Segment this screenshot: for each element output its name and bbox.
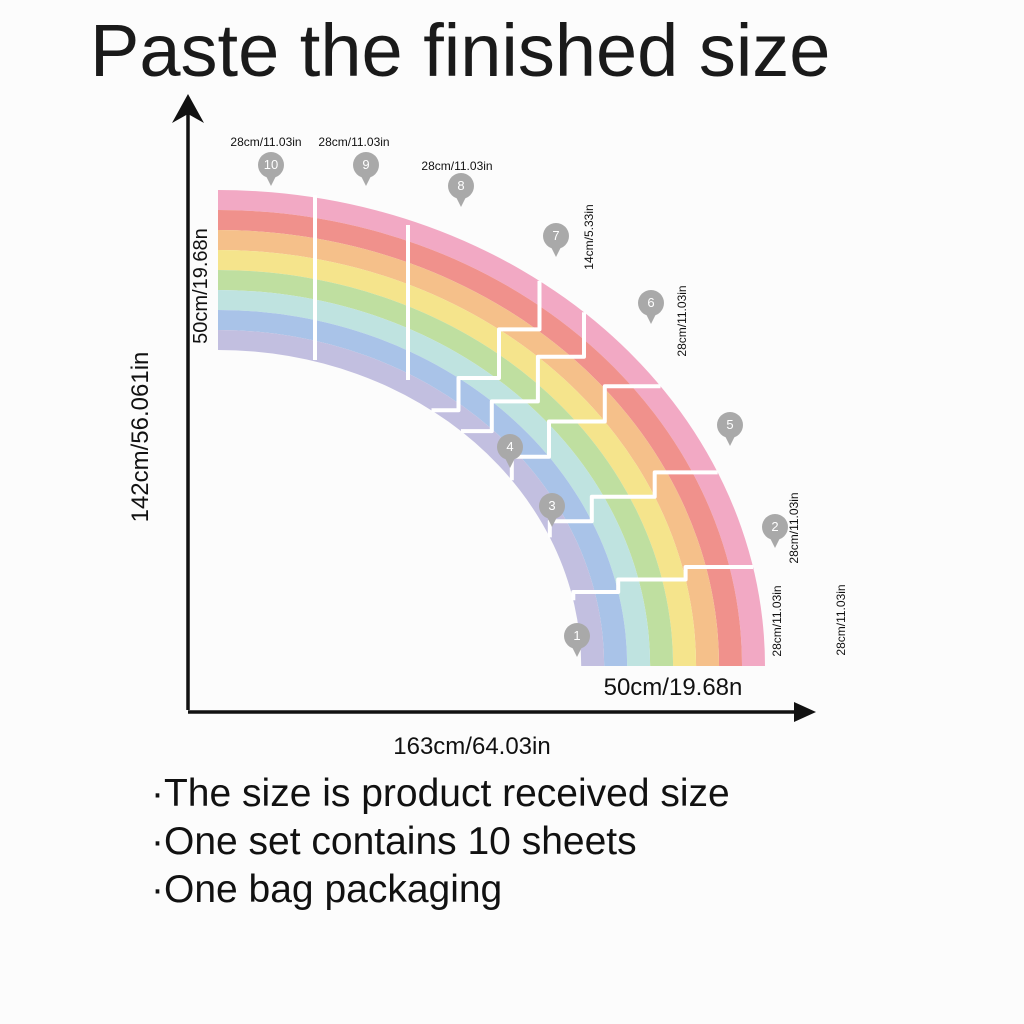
svg-text:10: 10 [264, 157, 278, 172]
svg-text:9: 9 [362, 157, 369, 172]
svg-text:·The size is product received: ·The size is product received size [151, 772, 730, 815]
svg-text:4: 4 [506, 439, 513, 454]
svg-text:·One set contains 10 sheets: ·One set contains 10 sheets [151, 820, 637, 863]
svg-text:8: 8 [457, 178, 464, 193]
svg-text:14cm/5.33in: 14cm/5.33in [582, 204, 596, 269]
svg-text:1: 1 [573, 628, 580, 643]
svg-text:28cm/11.03in: 28cm/11.03in [421, 159, 492, 173]
svg-text:28cm/11.03in: 28cm/11.03in [230, 135, 301, 149]
svg-text:·One bag packaging: ·One bag packaging [151, 868, 502, 911]
svg-text:28cm/11.03in: 28cm/11.03in [770, 585, 784, 656]
svg-text:28cm/11.03in: 28cm/11.03in [318, 135, 389, 149]
svg-text:28cm/11.03in: 28cm/11.03in [787, 492, 801, 563]
svg-text:7: 7 [552, 228, 559, 243]
svg-text:50cm/19.68n: 50cm/19.68n [604, 674, 743, 701]
svg-text:163cm/64.03in: 163cm/64.03in [393, 733, 550, 760]
svg-text:2: 2 [771, 519, 778, 534]
svg-text:50cm/19.68n: 50cm/19.68n [190, 228, 212, 344]
svg-text:6: 6 [647, 295, 654, 310]
svg-text:3: 3 [548, 498, 555, 513]
svg-text:28cm/11.03in: 28cm/11.03in [834, 584, 848, 655]
svg-text:142cm/56.061in: 142cm/56.061in [127, 352, 154, 523]
svg-text:28cm/11.03in: 28cm/11.03in [675, 285, 689, 356]
svg-text:5: 5 [726, 417, 733, 432]
